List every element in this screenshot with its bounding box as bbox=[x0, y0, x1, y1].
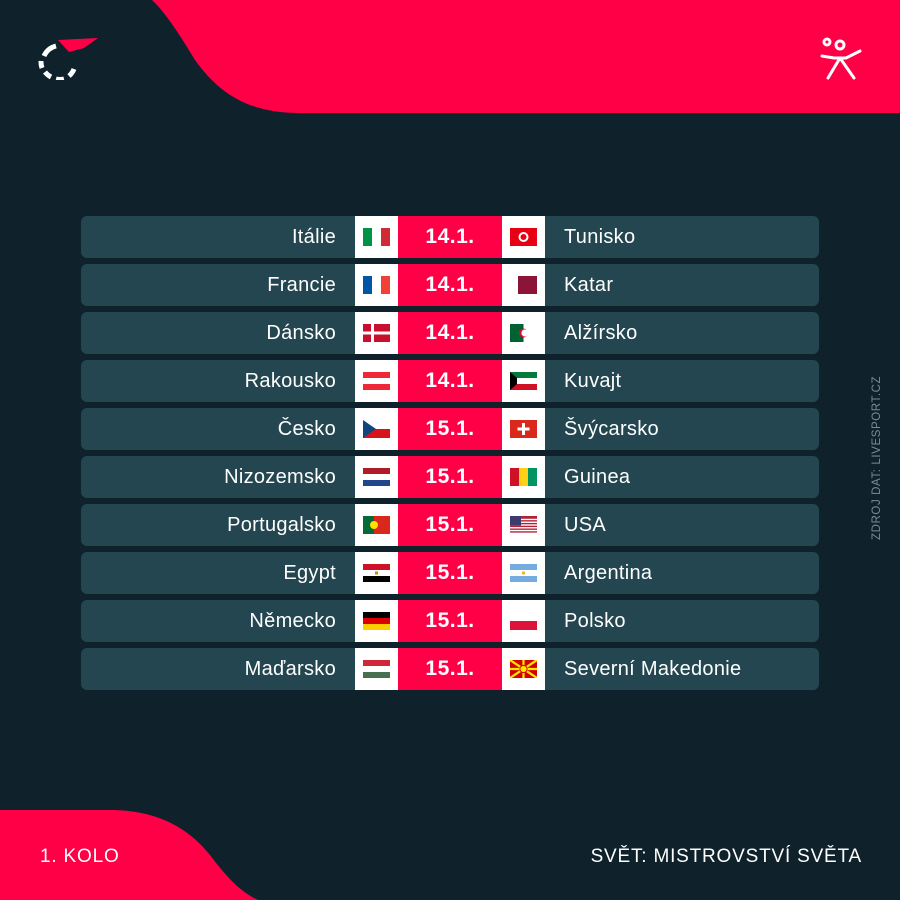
tunisia-flag bbox=[510, 228, 537, 246]
match-date: 15.1. bbox=[398, 408, 502, 450]
guinea-flag bbox=[510, 468, 537, 486]
north-macedonia-flag bbox=[510, 660, 537, 678]
away-team: USA bbox=[564, 514, 607, 536]
match-row: Rakousko 14.1. Kuvajt bbox=[81, 360, 819, 402]
home-team: Egypt bbox=[283, 562, 336, 584]
match-row: Maďarsko 15.1. Severní Makedonie bbox=[81, 648, 819, 690]
home-team: Francie bbox=[267, 274, 336, 296]
match-row: Německo 15.1. Polsko bbox=[81, 600, 819, 642]
france-flag bbox=[363, 276, 390, 294]
home-team: Německo bbox=[249, 610, 336, 632]
match-list: Itálie 14.1. Tunisko Francie 14.1. Katar Dánsk… bbox=[81, 216, 819, 696]
germany-flag bbox=[363, 612, 390, 630]
top-accent-shape bbox=[152, 0, 900, 113]
match-date: 14.1. bbox=[398, 360, 502, 402]
match-date: 14.1. bbox=[398, 264, 502, 306]
match-row: Česko 15.1. Švýcarsko bbox=[81, 408, 819, 450]
usa-flag bbox=[510, 516, 537, 534]
away-team: Guinea bbox=[564, 466, 631, 488]
algeria-flag bbox=[510, 324, 537, 342]
hungary-flag bbox=[363, 660, 390, 678]
argentina-flag bbox=[510, 564, 537, 582]
match-row: Portugalsko 15.1. USA bbox=[81, 504, 819, 546]
home-team: Maďarsko bbox=[244, 658, 336, 680]
away-team: Kuvajt bbox=[564, 370, 622, 392]
match-row: Egypt 15.1. Argentina bbox=[81, 552, 819, 594]
match-date: 14.1. bbox=[398, 312, 502, 354]
flashscore-logo-icon bbox=[38, 38, 98, 80]
away-team: Severní Makedonie bbox=[564, 658, 742, 680]
match-row: Dánsko 14.1. Alžírsko bbox=[81, 312, 819, 354]
away-team: Argentina bbox=[564, 562, 653, 584]
switzerland-flag bbox=[510, 420, 537, 438]
denmark-flag bbox=[363, 324, 390, 342]
czechia-flag bbox=[363, 420, 390, 438]
italy-flag bbox=[363, 228, 390, 246]
home-team: Česko bbox=[277, 418, 336, 440]
match-date: 15.1. bbox=[398, 456, 502, 498]
away-team: Polsko bbox=[564, 610, 626, 632]
home-team: Rakousko bbox=[244, 370, 336, 392]
away-team: Švýcarsko bbox=[564, 418, 659, 440]
match-row: Nizozemsko 15.1. Guinea bbox=[81, 456, 819, 498]
match-date: 15.1. bbox=[398, 648, 502, 690]
round-label: 1. KOLO bbox=[40, 846, 120, 867]
home-team: Portugalsko bbox=[227, 514, 336, 536]
portugal-flag bbox=[363, 516, 390, 534]
match-row: Itálie 14.1. Tunisko bbox=[81, 216, 819, 258]
netherlands-flag bbox=[363, 468, 390, 486]
bottom-accent-shape bbox=[0, 810, 258, 900]
source-label: ZDROJ DAT: LIVESPORT.CZ bbox=[871, 375, 883, 540]
competition-label: SVĚT: MISTROVSTVÍ SVĚTA bbox=[590, 846, 862, 867]
austria-flag bbox=[363, 372, 390, 390]
poland-flag bbox=[510, 612, 537, 630]
home-team: Itálie bbox=[291, 226, 336, 248]
away-team: Katar bbox=[564, 274, 614, 296]
match-date: 15.1. bbox=[398, 504, 502, 546]
match-date: 15.1. bbox=[398, 552, 502, 594]
away-team: Tunisko bbox=[564, 226, 636, 248]
away-team: Alžírsko bbox=[564, 322, 638, 344]
qatar-flag bbox=[510, 276, 537, 294]
handball-player-icon bbox=[820, 37, 862, 80]
egypt-flag bbox=[363, 564, 390, 582]
kuwait-flag bbox=[510, 372, 537, 390]
home-team: Nizozemsko bbox=[224, 466, 336, 488]
match-date: 15.1. bbox=[398, 600, 502, 642]
home-team: Dánsko bbox=[266, 322, 336, 344]
match-row: Francie 14.1. Katar bbox=[81, 264, 819, 306]
match-date: 14.1. bbox=[398, 216, 502, 258]
